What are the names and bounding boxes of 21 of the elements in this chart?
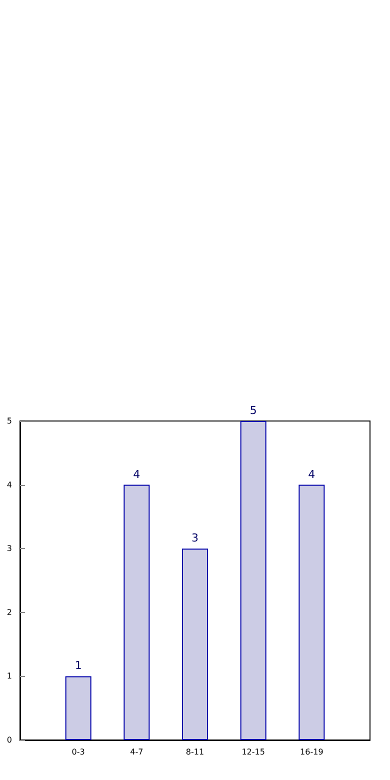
x-tick-label: 12-15: [242, 748, 265, 756]
bar: [124, 484, 150, 740]
x-tick-label: 4-7: [130, 748, 144, 756]
y-tick-label: 5: [6, 416, 12, 426]
bar: [182, 548, 208, 740]
y-tick-label: 2: [6, 608, 12, 617]
data-label: 5: [250, 404, 257, 417]
bar: [298, 484, 325, 740]
y-tick-label: 1: [6, 672, 12, 681]
x-tick-label: 0-3: [72, 748, 85, 756]
x-tick-label: 8-11: [186, 748, 204, 756]
bar: [65, 676, 92, 740]
x-tick-label: 16-19: [300, 748, 324, 756]
y-tick-label: 4: [6, 480, 12, 490]
y-tick-label: 0: [6, 736, 12, 744]
data-label: 1: [74, 659, 82, 672]
data-label: 3: [192, 532, 198, 545]
bar: [240, 421, 266, 740]
data-label: 4: [133, 468, 140, 481]
data-label: 4: [308, 468, 316, 481]
y-tick-label: 3: [6, 544, 12, 554]
